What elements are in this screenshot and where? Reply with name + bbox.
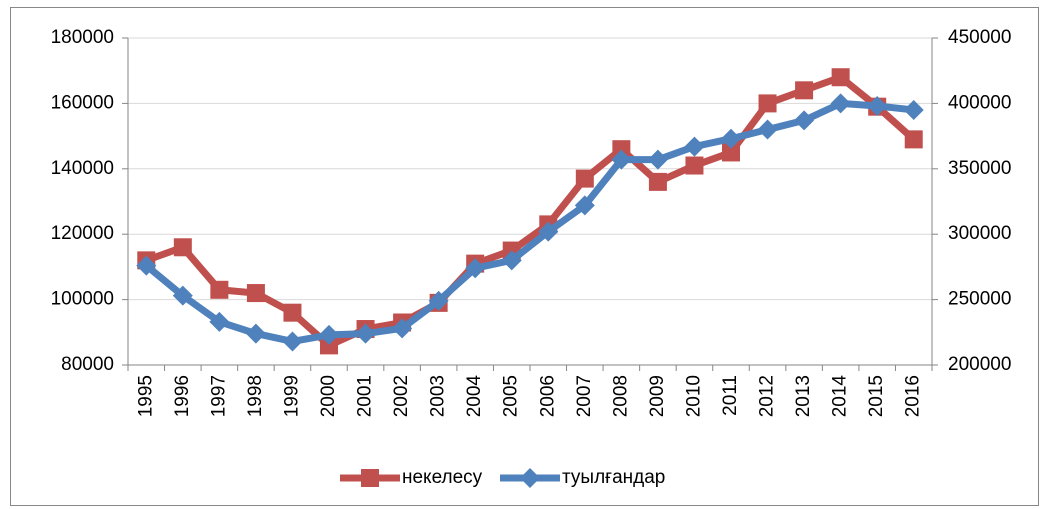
legend-marker xyxy=(361,469,379,487)
data-point xyxy=(611,149,632,170)
data-point xyxy=(538,221,559,242)
data-point xyxy=(612,140,631,159)
data-point xyxy=(648,172,667,191)
data-point xyxy=(283,303,302,322)
data-point xyxy=(795,81,814,100)
y-tick-label: 160000 xyxy=(51,92,114,113)
data-point xyxy=(210,280,229,299)
y2-tick-label: 350000 xyxy=(948,158,1011,179)
x-tick-label: 2013 xyxy=(793,375,814,417)
data-point xyxy=(903,99,924,120)
x-tick-label: 1998 xyxy=(245,375,266,417)
x-tick-label: 1999 xyxy=(281,375,302,417)
x-tick-label: 2016 xyxy=(903,375,924,417)
x-tick-label: 1997 xyxy=(208,375,229,417)
data-point xyxy=(574,195,595,216)
y2-tick-label: 200000 xyxy=(948,354,1011,375)
data-point xyxy=(428,290,449,311)
data-point xyxy=(501,250,522,271)
data-point xyxy=(867,96,888,117)
data-point xyxy=(758,94,777,113)
x-tick-label: 2006 xyxy=(537,375,558,417)
data-point xyxy=(136,255,157,276)
data-point xyxy=(647,149,668,170)
y-tick-label: 120000 xyxy=(51,223,114,244)
y2-tick-label: 450000 xyxy=(948,27,1011,48)
legend-marker xyxy=(520,468,540,488)
x-tick-label: 2015 xyxy=(866,375,887,417)
x-tick-label: 2005 xyxy=(501,375,522,417)
data-point xyxy=(320,336,338,355)
y-tick-label: 140000 xyxy=(51,158,114,179)
data-point xyxy=(684,136,705,157)
x-tick-label: 2009 xyxy=(647,375,668,417)
x-tick-label: 2007 xyxy=(574,375,595,417)
x-tick-label: 2002 xyxy=(391,375,412,417)
data-point xyxy=(392,318,413,339)
data-point xyxy=(685,156,704,175)
data-point xyxy=(794,110,815,131)
data-point xyxy=(831,68,850,87)
data-point xyxy=(246,284,265,303)
data-point xyxy=(465,258,486,279)
y2-tick-label: 400000 xyxy=(948,92,1011,113)
data-point xyxy=(830,93,851,114)
y-tick-label: 100000 xyxy=(51,289,114,310)
x-tick-label: 2012 xyxy=(757,375,778,417)
x-tick-label: 2011 xyxy=(720,375,741,416)
y2-tick-label: 300000 xyxy=(948,223,1011,244)
data-point xyxy=(575,169,594,188)
series-line xyxy=(144,99,915,345)
data-point xyxy=(173,238,192,257)
data-point xyxy=(904,130,923,149)
data-point xyxy=(209,311,230,332)
y-tick-label: 80000 xyxy=(61,354,114,375)
y2-tick-label: 250000 xyxy=(948,289,1011,310)
x-tick-label: 1996 xyxy=(172,375,193,417)
data-point xyxy=(757,119,778,140)
x-tick-label: 2008 xyxy=(610,375,631,417)
legend-label: некелесу xyxy=(402,467,483,488)
chart-border xyxy=(10,7,1039,506)
x-tick-label: 2010 xyxy=(683,375,704,417)
series-line xyxy=(145,73,917,349)
x-tick-label: 2003 xyxy=(428,375,449,417)
legend-label: туылғандар xyxy=(562,467,665,488)
data-point xyxy=(282,331,303,352)
data-point xyxy=(245,323,266,344)
x-tick-label: 2014 xyxy=(830,375,851,418)
y-tick-label: 180000 xyxy=(51,27,114,48)
data-point xyxy=(721,128,741,149)
data-point xyxy=(722,143,740,162)
data-point xyxy=(319,324,339,345)
x-tick-label: 2000 xyxy=(318,375,339,417)
x-tick-label: 1995 xyxy=(135,375,156,417)
data-point xyxy=(172,285,193,306)
x-tick-label: 2001 xyxy=(355,375,376,417)
x-tick-label: 2004 xyxy=(464,375,485,418)
data-point xyxy=(355,323,376,344)
